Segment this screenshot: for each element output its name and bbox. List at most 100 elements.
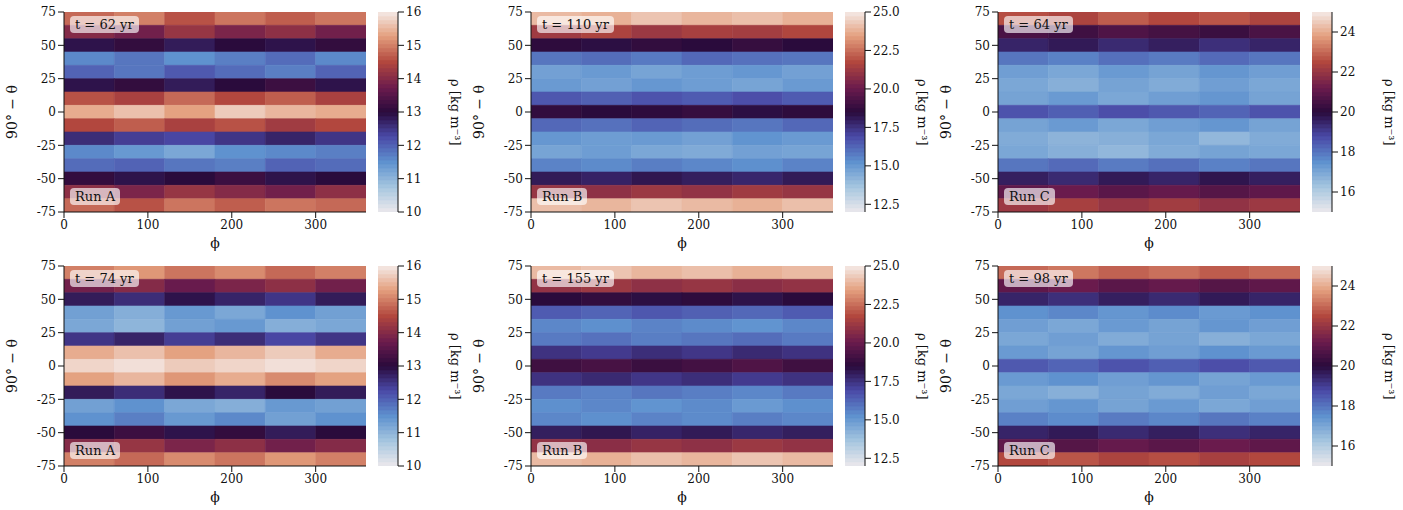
svg-text:14: 14 — [406, 326, 422, 340]
svg-text:25: 25 — [41, 72, 56, 86]
svg-text:-50: -50 — [504, 172, 523, 186]
svg-text:22: 22 — [1340, 65, 1355, 79]
svg-text:12.5: 12.5 — [873, 198, 900, 212]
svg-text:50: 50 — [41, 39, 56, 53]
svg-text:ϕ: ϕ — [210, 235, 220, 251]
svg-text:200: 200 — [687, 472, 710, 486]
svg-text:75: 75 — [508, 5, 523, 19]
svg-text:14: 14 — [406, 72, 422, 86]
svg-text:200: 200 — [220, 472, 243, 486]
svg-text:-25: -25 — [37, 139, 56, 153]
svg-text:22.5: 22.5 — [873, 44, 900, 58]
svg-text:16: 16 — [406, 259, 421, 273]
svg-text:20.0: 20.0 — [873, 336, 900, 350]
svg-text:50: 50 — [975, 39, 990, 53]
svg-text:-50: -50 — [971, 426, 990, 440]
svg-text:18: 18 — [1340, 145, 1355, 159]
svg-text:16: 16 — [1340, 439, 1355, 453]
svg-text:-75: -75 — [504, 459, 523, 473]
svg-text:11: 11 — [406, 172, 421, 186]
svg-text:22: 22 — [1340, 319, 1355, 333]
svg-text:ϕ: ϕ — [210, 489, 220, 505]
svg-text:200: 200 — [1154, 472, 1177, 486]
svg-text:-75: -75 — [37, 459, 56, 473]
svg-text:16: 16 — [406, 5, 421, 19]
svg-text:13: 13 — [406, 105, 421, 119]
svg-text:0: 0 — [527, 472, 535, 486]
svg-text:17.5: 17.5 — [873, 375, 900, 389]
svg-text:-75: -75 — [971, 205, 990, 219]
svg-text:0: 0 — [515, 359, 523, 373]
svg-text:-25: -25 — [504, 393, 523, 407]
svg-text:300: 300 — [304, 472, 327, 486]
svg-text:ϕ: ϕ — [677, 489, 687, 505]
svg-text:15.0: 15.0 — [873, 159, 900, 173]
svg-text:0: 0 — [982, 105, 990, 119]
svg-text:15.0: 15.0 — [873, 413, 900, 427]
svg-text:300: 300 — [771, 472, 794, 486]
svg-text:90° − θ: 90° − θ — [4, 85, 20, 139]
svg-text:200: 200 — [687, 218, 710, 232]
svg-text:100: 100 — [603, 218, 626, 232]
svg-text:-50: -50 — [37, 426, 56, 440]
svg-text:25.0: 25.0 — [873, 259, 900, 273]
svg-text:ϕ: ϕ — [1144, 235, 1154, 251]
svg-text:22.5: 22.5 — [873, 298, 900, 312]
svg-text:75: 75 — [41, 5, 56, 19]
svg-text:18: 18 — [1340, 399, 1355, 413]
svg-text:0: 0 — [982, 359, 990, 373]
svg-text:100: 100 — [603, 472, 626, 486]
svg-text:12: 12 — [406, 393, 421, 407]
svg-text:100: 100 — [136, 218, 159, 232]
svg-text:90° − θ: 90° − θ — [938, 85, 954, 139]
svg-text:100: 100 — [136, 472, 159, 486]
svg-text:300: 300 — [1238, 472, 1261, 486]
svg-text:100: 100 — [1070, 472, 1093, 486]
svg-text:15: 15 — [406, 293, 421, 307]
svg-text:75: 75 — [975, 5, 990, 19]
svg-text:10: 10 — [406, 459, 421, 473]
svg-text:-50: -50 — [971, 172, 990, 186]
svg-text:200: 200 — [1154, 218, 1177, 232]
svg-text:300: 300 — [771, 218, 794, 232]
svg-text:300: 300 — [304, 218, 327, 232]
svg-text:0: 0 — [48, 359, 56, 373]
svg-text:-50: -50 — [37, 172, 56, 186]
svg-text:ϕ: ϕ — [677, 235, 687, 251]
svg-text:50: 50 — [508, 293, 523, 307]
svg-text:10: 10 — [406, 205, 421, 219]
svg-text:0: 0 — [994, 472, 1002, 486]
svg-text:-50: -50 — [504, 426, 523, 440]
svg-text:20.0: 20.0 — [873, 82, 900, 96]
svg-text:0: 0 — [60, 218, 68, 232]
svg-text:25.0: 25.0 — [873, 5, 900, 19]
svg-text:25: 25 — [975, 326, 990, 340]
svg-text:90° − θ: 90° − θ — [4, 339, 20, 393]
svg-text:75: 75 — [975, 259, 990, 273]
svg-text:-25: -25 — [37, 393, 56, 407]
svg-text:ϕ: ϕ — [1144, 489, 1154, 505]
svg-text:100: 100 — [1070, 218, 1093, 232]
svg-text:75: 75 — [508, 259, 523, 273]
svg-text:20: 20 — [1340, 359, 1355, 373]
svg-text:25: 25 — [41, 326, 56, 340]
svg-text:13: 13 — [406, 359, 421, 373]
svg-text:-75: -75 — [37, 205, 56, 219]
svg-text:17.5: 17.5 — [873, 121, 900, 135]
svg-text:24: 24 — [1340, 279, 1356, 293]
svg-text:24: 24 — [1340, 25, 1356, 39]
svg-text:90° − θ: 90° − θ — [938, 339, 954, 393]
svg-text:-75: -75 — [504, 205, 523, 219]
svg-text:15: 15 — [406, 39, 421, 53]
svg-text:25: 25 — [508, 72, 523, 86]
svg-text:200: 200 — [220, 218, 243, 232]
svg-text:75: 75 — [41, 259, 56, 273]
svg-text:-25: -25 — [504, 139, 523, 153]
svg-text:50: 50 — [975, 293, 990, 307]
svg-text:11: 11 — [406, 426, 421, 440]
svg-text:25: 25 — [508, 326, 523, 340]
svg-text:90° − θ: 90° − θ — [471, 85, 487, 139]
svg-text:0: 0 — [60, 472, 68, 486]
svg-text:0: 0 — [994, 218, 1002, 232]
svg-text:0: 0 — [48, 105, 56, 119]
